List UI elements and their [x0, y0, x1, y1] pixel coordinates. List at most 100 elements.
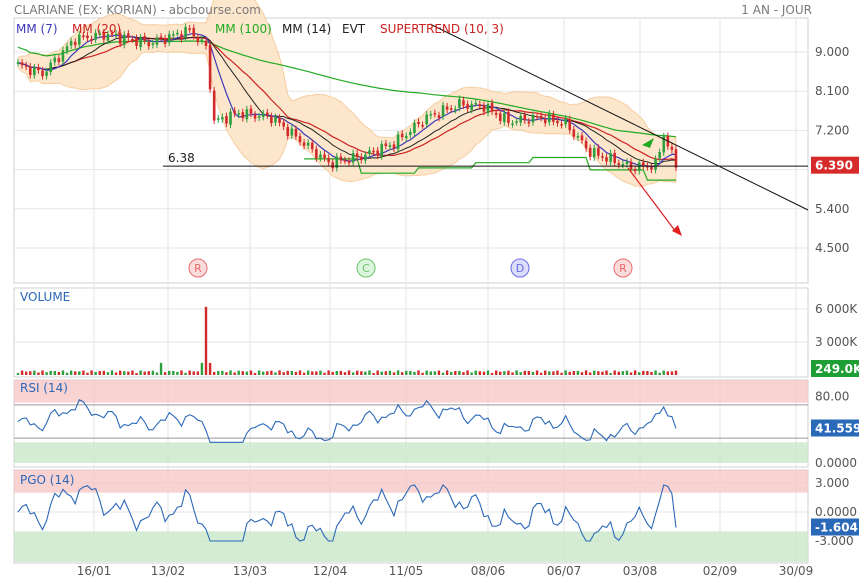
- volume-bar: [621, 371, 625, 375]
- candle-body: [347, 160, 351, 163]
- candle-body: [441, 105, 445, 117]
- volume-bar: [642, 370, 645, 375]
- volume-bar: [601, 371, 604, 375]
- legend-mm7: MM (7): [16, 22, 58, 36]
- event-marker-label: R: [194, 262, 202, 275]
- candle-body: [69, 41, 73, 46]
- candle-body: [335, 156, 339, 169]
- candle-body: [216, 118, 220, 120]
- volume-bar: [311, 371, 314, 375]
- candle-body: [90, 38, 93, 41]
- price-tick-label: 7.200: [815, 123, 849, 137]
- volume-bar: [196, 371, 200, 375]
- volume-bar: [69, 370, 73, 375]
- x-tick-label: 03/08: [623, 564, 658, 578]
- volume-bar: [560, 372, 563, 375]
- candle-body: [343, 160, 347, 162]
- candle-body: [662, 136, 666, 153]
- volume-bar: [151, 370, 155, 375]
- candle-body: [360, 156, 363, 161]
- rsi-label: RSI (14): [20, 381, 68, 395]
- candle-body: [82, 35, 85, 37]
- candle-body: [278, 117, 281, 123]
- candle-body: [237, 113, 240, 115]
- volume-bar: [356, 370, 359, 375]
- rsi-line: [17, 399, 677, 443]
- candle-body: [270, 116, 273, 124]
- volume-bar: [400, 372, 404, 375]
- candle-body: [241, 112, 245, 119]
- volume-bar: [478, 371, 482, 375]
- pgo-tick-label: 3.000: [815, 476, 849, 490]
- candle-body: [437, 115, 441, 118]
- candle-body: [49, 62, 52, 72]
- volume-bar: [290, 371, 294, 375]
- last-price-text: 6.390: [815, 159, 853, 173]
- candle-body: [556, 120, 559, 124]
- candle-body: [633, 169, 637, 172]
- candle-body: [572, 129, 576, 137]
- candle-body: [200, 39, 204, 41]
- candle-body: [37, 67, 40, 71]
- candle-body: [57, 58, 61, 63]
- volume-bar: [86, 372, 89, 375]
- candle-body: [629, 161, 633, 170]
- candle-body: [400, 133, 404, 138]
- period-selector[interactable]: 1 AN - JOUR: [741, 3, 812, 17]
- volume-bar: [417, 370, 420, 375]
- volume-bar: [666, 371, 670, 375]
- supertrend-line: [304, 156, 676, 181]
- volume-bar: [421, 372, 424, 375]
- x-tick-label: 13/03: [233, 564, 268, 578]
- panel-frame: [13, 17, 809, 284]
- volume-bar: [180, 370, 183, 375]
- volume-bar: [519, 372, 522, 375]
- volume-bar: [61, 370, 65, 375]
- pgo-upper-zone: [14, 470, 808, 493]
- volume-bar: [466, 370, 469, 375]
- volume-bar: [143, 371, 146, 375]
- candle-body: [364, 154, 367, 161]
- volume-bar: [625, 370, 629, 375]
- candle-body: [511, 123, 514, 126]
- volume-bar: [572, 371, 576, 375]
- rsi-oversold-zone: [14, 442, 808, 463]
- x-tick-label: 12/04: [313, 564, 348, 578]
- volume-panel: [16, 306, 678, 375]
- volume-bar: [127, 371, 130, 375]
- candle-body: [61, 50, 65, 62]
- volume-bar: [53, 371, 56, 375]
- volume-bar: [646, 371, 649, 375]
- candle-body: [470, 104, 473, 110]
- candle-body: [257, 116, 261, 118]
- volume-bar: [262, 371, 265, 375]
- volume-bar: [454, 371, 457, 375]
- candle-body: [462, 100, 465, 106]
- volume-bar: [580, 372, 584, 375]
- volume-bar: [633, 370, 637, 375]
- volume-bar: [617, 371, 620, 375]
- candle-body: [306, 142, 310, 146]
- candle-body: [94, 32, 97, 40]
- candle-body: [355, 153, 359, 158]
- volume-bar: [507, 370, 510, 375]
- volume-bar: [544, 370, 547, 375]
- candle-body: [176, 32, 179, 35]
- volume-bar: [593, 370, 596, 375]
- volume-bar: [515, 370, 518, 375]
- candle-body: [167, 34, 171, 43]
- candle-body: [658, 152, 661, 159]
- volume-bar: [527, 371, 531, 375]
- candle-body: [478, 104, 482, 107]
- volume-bar: [131, 370, 134, 375]
- legend-mm14: MM (14): [282, 22, 332, 36]
- volume-bar: [368, 370, 371, 375]
- candle-body: [592, 148, 596, 158]
- volume-bar: [233, 372, 236, 375]
- candle-body: [139, 37, 142, 48]
- candle-body: [613, 152, 616, 163]
- event-marker-label: D: [516, 262, 524, 275]
- volume-bar: [413, 371, 416, 375]
- candle-body: [102, 32, 106, 40]
- volume-bar: [163, 372, 167, 375]
